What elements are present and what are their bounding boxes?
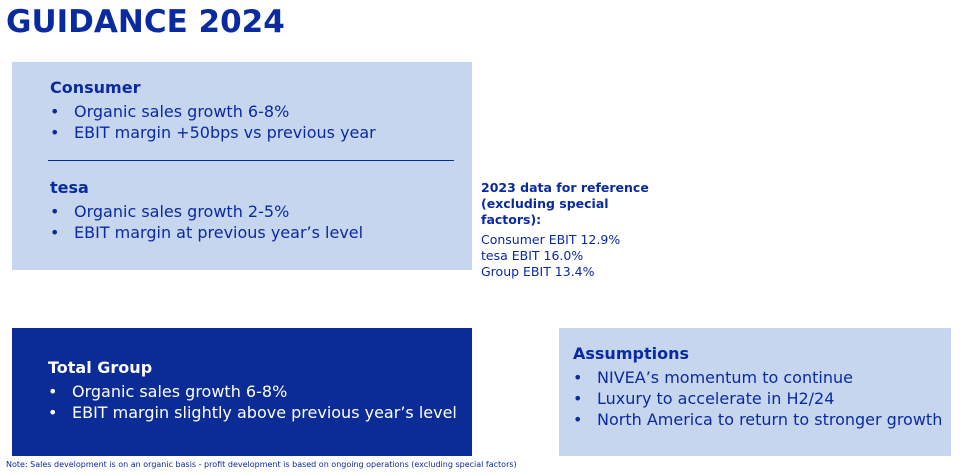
list: NIVEA’s momentum to continueLuxury to ac… bbox=[573, 367, 953, 430]
list-item: North America to return to stronger grow… bbox=[573, 409, 953, 430]
heading: tesa bbox=[50, 178, 89, 197]
list: Organic sales growth 2-5%EBIT margin at … bbox=[50, 201, 460, 243]
list-item: EBIT margin slightly above previous year… bbox=[48, 402, 468, 423]
heading: Total Group bbox=[48, 358, 153, 377]
list-item: Organic sales growth 6-8% bbox=[50, 101, 460, 122]
heading: 2023 data for reference (excluding speci… bbox=[481, 180, 649, 227]
list-item: tesa EBIT 16.0% bbox=[481, 248, 584, 263]
title: GUIDANCE 2024 bbox=[6, 4, 285, 40]
list: Consumer EBIT 12.9% tesa EBIT 16.0% Group … bbox=[481, 232, 671, 280]
list-item: EBIT margin +50bps vs previous year bbox=[50, 122, 460, 143]
consumer: Consumer Organic sales growth 6-8%EBIT m… bbox=[50, 78, 460, 143]
group: Total Group Organic sales growth 6-8%EBI… bbox=[48, 358, 468, 423]
group-box: Total Group Organic sales growth 6-8%EBI… bbox=[12, 328, 472, 456]
list-item: Group EBIT 13.4% bbox=[481, 264, 595, 279]
note: Note: Sales development is on an organic… bbox=[6, 460, 517, 469]
list-item: Consumer EBIT 12.9% bbox=[481, 232, 621, 247]
segment-box: Consumer Organic sales growth 6-8%EBIT m… bbox=[12, 62, 472, 270]
divider bbox=[48, 160, 454, 161]
assumptions: Assumptions NIVEA’s momentum to continue… bbox=[573, 344, 953, 430]
list-item: NIVEA’s momentum to continue bbox=[573, 367, 953, 388]
list-item: Organic sales growth 6-8% bbox=[48, 381, 468, 402]
tesa: tesa Organic sales growth 2-5%EBIT margi… bbox=[50, 178, 460, 243]
reference: 2023 data for reference (excluding speci… bbox=[481, 180, 671, 280]
heading: Assumptions bbox=[573, 344, 689, 363]
heading: Consumer bbox=[50, 78, 141, 97]
list-item: Organic sales growth 2-5% bbox=[50, 201, 460, 222]
list-item: Luxury to accelerate in H2/24 bbox=[573, 388, 953, 409]
assumptions-box: Assumptions NIVEA’s momentum to continue… bbox=[559, 328, 951, 456]
list-item: EBIT margin at previous year’s level bbox=[50, 222, 460, 243]
list: Organic sales growth 6-8%EBIT margin sli… bbox=[48, 381, 468, 423]
list: Organic sales growth 6-8%EBIT margin +50… bbox=[50, 101, 460, 143]
